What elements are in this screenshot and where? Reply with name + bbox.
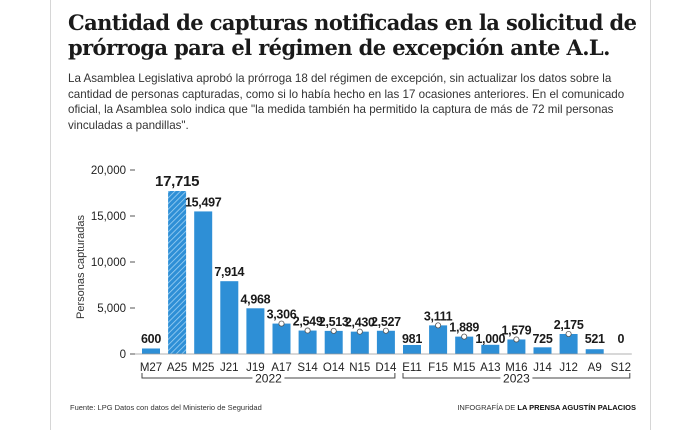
value-label: 1,579 (502, 323, 532, 337)
bar (455, 336, 474, 354)
bar (559, 333, 578, 354)
value-marker (461, 333, 468, 340)
chart-description: La Asamblea Legislativa aprobó la prórro… (68, 72, 625, 132)
bar (324, 330, 343, 354)
value-marker (278, 320, 285, 327)
bar (246, 308, 265, 354)
bar-chart: Personas capturadas 0 5,000 10,000 15,000 20,… (75, 165, 632, 386)
value-label: 3,306 (267, 308, 297, 322)
y-tick-label: 0 (120, 349, 126, 361)
y-axis-title: Personas capturadas (75, 215, 87, 319)
category-label: M15 (453, 362, 475, 374)
value-label: 725 (533, 332, 553, 346)
category-label: E11 (402, 362, 422, 374)
value-label: 4,968 (241, 292, 271, 306)
value-marker (565, 330, 572, 337)
category-label: D14 (375, 362, 397, 374)
bar (350, 331, 369, 354)
value-label: 1,000 (475, 332, 505, 346)
category-label: A13 (480, 362, 500, 374)
category-label: M27 (140, 362, 162, 374)
bar (481, 344, 500, 354)
credit-prefix: INFOGRAFÍA DE (457, 403, 516, 412)
value-label: 0 (617, 332, 624, 346)
y-tick-label: 20,000 (91, 165, 126, 177)
value-label: 2,527 (371, 315, 401, 329)
value-label: 7,914 (214, 265, 244, 279)
value-marker (513, 336, 520, 343)
value-label: 17,715 (155, 173, 199, 190)
year-label: 2022 (255, 372, 282, 386)
left-frame-line (50, 0, 51, 430)
bar (142, 348, 160, 354)
bar (585, 349, 604, 354)
bar (298, 330, 317, 354)
infographic-card: Cantidad de capturas notificadas en la s… (60, 0, 650, 430)
bar (403, 344, 421, 354)
value-label: 3,111 (424, 309, 453, 323)
right-frame-line (650, 0, 651, 430)
category-label: J14 (533, 362, 552, 374)
category-label: F15 (428, 362, 448, 374)
category-label: S14 (297, 362, 318, 374)
category-label: J12 (559, 362, 578, 374)
bar (376, 330, 395, 354)
credit-note: INFOGRAFÍA DE LA PRENSA AGUSTÍN PALACIOS (457, 403, 636, 412)
value-marker (382, 327, 389, 334)
year-label: 2023 (503, 372, 530, 386)
category-label: O14 (323, 362, 345, 374)
value-marker (435, 322, 442, 329)
value-label: 15,497 (185, 195, 222, 209)
category-label: M25 (192, 362, 214, 374)
year-label-bg (500, 371, 533, 385)
category-label: S12 (611, 362, 631, 374)
bar (507, 339, 526, 354)
bar (168, 191, 187, 354)
value-label: 1,889 (449, 321, 479, 335)
value-label: 981 (402, 332, 422, 346)
bar (533, 347, 552, 354)
bar (429, 325, 448, 354)
bar (272, 323, 291, 354)
value-label: 2,549 (293, 315, 323, 329)
y-tick-label: 10,000 (91, 257, 126, 269)
value-marker (356, 328, 363, 335)
value-marker (304, 327, 311, 334)
value-marker (330, 327, 337, 334)
value-label: 2,430 (345, 316, 375, 330)
source-note: Fuente: LPG Datos con datos del Minister… (70, 403, 262, 412)
category-label: N15 (349, 362, 370, 374)
category-label: A25 (167, 362, 187, 374)
value-label: 2,175 (554, 318, 584, 332)
value-label: 2,513 (319, 315, 349, 329)
chart-title: Cantidad de capturas notificadas en la s… (68, 10, 637, 60)
bar (220, 281, 239, 354)
y-tick-label: 5,000 (97, 303, 126, 315)
category-label: J21 (220, 362, 239, 374)
year-label-bg (252, 371, 285, 385)
category-label: A9 (588, 362, 602, 374)
y-tick-label: 15,000 (91, 211, 126, 223)
bar (194, 211, 213, 354)
value-label: 600 (141, 332, 161, 346)
credit-name: LA PRENSA AGUSTÍN PALACIOS (517, 403, 636, 412)
value-label: 521 (585, 332, 605, 346)
